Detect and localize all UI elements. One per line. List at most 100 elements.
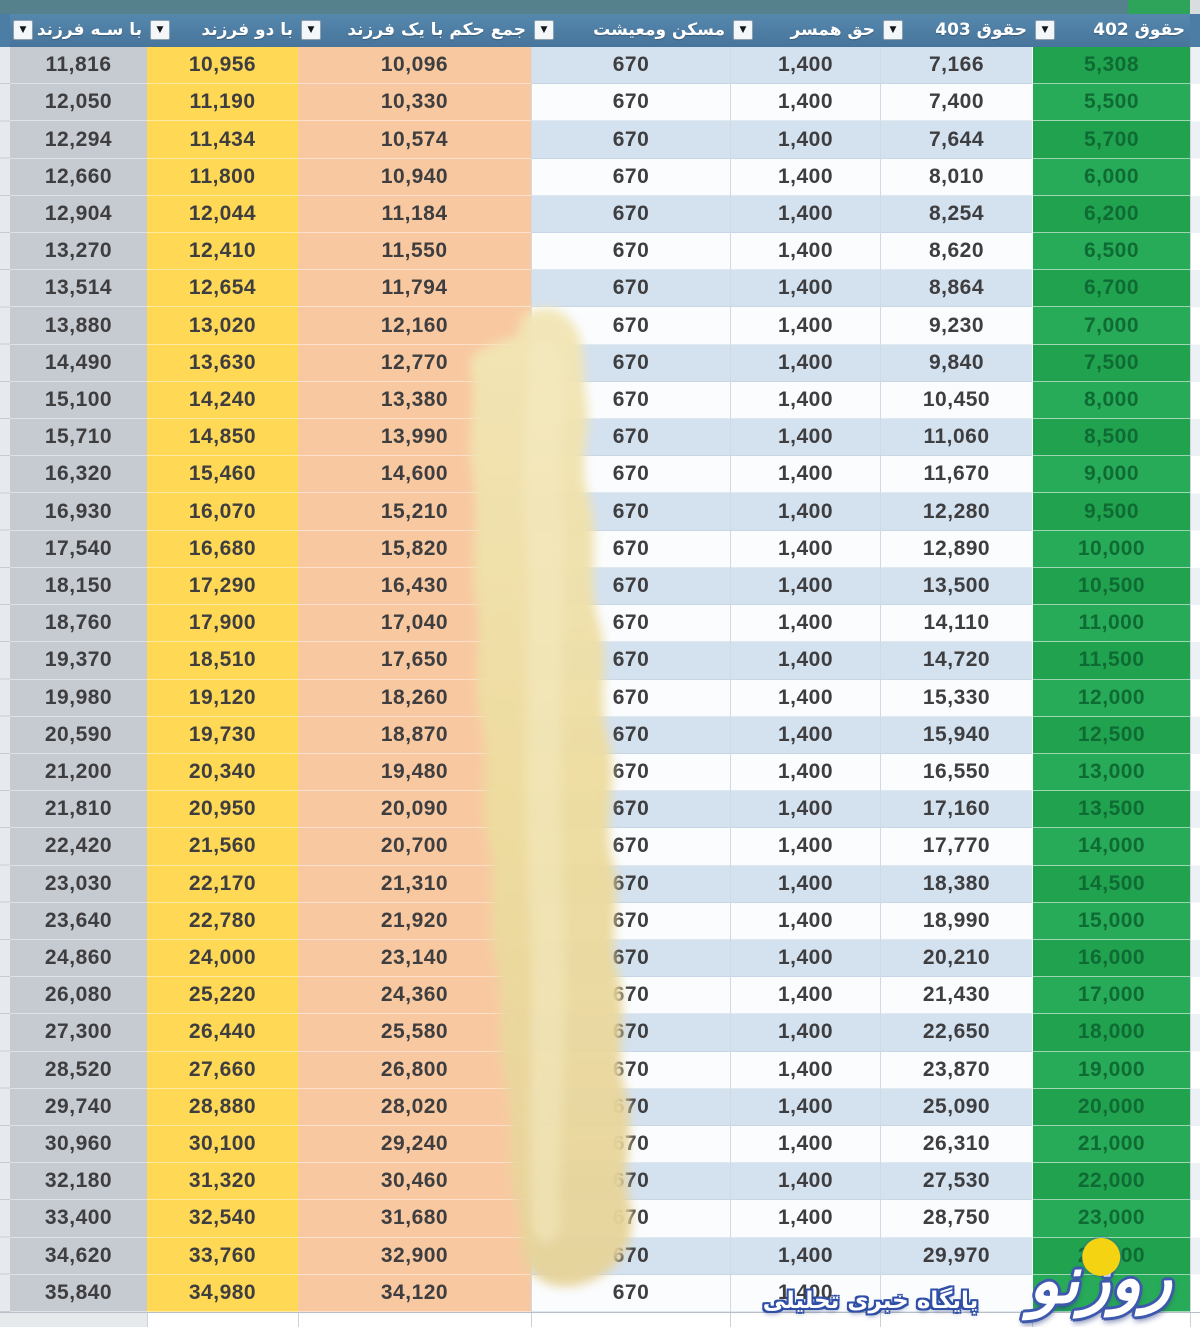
cell-maskan-row32[interactable]: 670 (532, 1200, 730, 1238)
cell-se-row34[interactable]: 35,840 (10, 1275, 147, 1312)
cell-se-row14[interactable]: 17,540 (10, 531, 147, 568)
cell-jam1-row23[interactable]: 21,310 (298, 866, 531, 903)
cell-do-row13[interactable]: 16,070 (147, 493, 298, 531)
cell-do-row27[interactable]: 26,440 (147, 1014, 298, 1052)
cell-h402-row31[interactable]: 22,000 (1033, 1163, 1190, 1201)
cell-hamsar-row21[interactable]: 1,400 (731, 791, 880, 829)
cell-h402-row12[interactable]: 9,000 (1033, 456, 1190, 494)
cell-h403-row17[interactable]: 14,720 (881, 642, 1032, 680)
cell-hamsar-row6[interactable]: 1,400 (731, 233, 880, 271)
filter-dropdown-button-hamsar[interactable]: ▼ (733, 20, 753, 40)
cell-jam1-row25[interactable]: 23,140 (298, 940, 531, 978)
cell-h402-row5[interactable]: 6,200 (1033, 195, 1190, 234)
cell-se-row11[interactable]: 15,710 (10, 419, 147, 457)
cell-h403-row12[interactable]: 11,670 (881, 456, 1032, 494)
cell-h402-row14[interactable]: 10,000 (1033, 530, 1190, 568)
cell-hamsar-row29[interactable]: 1,400 (731, 1088, 880, 1126)
cell-maskan-row34[interactable]: 670 (532, 1274, 730, 1312)
cell-h402-row8[interactable]: 7,000 (1033, 307, 1190, 345)
cell-se-row17[interactable]: 19,370 (10, 642, 147, 680)
cell-hamsar-row28[interactable]: 1,400 (731, 1051, 880, 1089)
cell-se-row16[interactable]: 18,760 (10, 605, 147, 643)
cell-maskan-row6[interactable]: 670 (532, 233, 730, 271)
cell-do-row9[interactable]: 13,630 (147, 345, 298, 382)
cell-hamsar-row34[interactable]: 1,400 (731, 1274, 880, 1312)
cell-do-row17[interactable]: 18,510 (147, 642, 298, 680)
cell-do-row19[interactable]: 19,730 (147, 717, 298, 754)
cell-maskan-row8[interactable]: 670 (532, 307, 730, 345)
cell-maskan-row25[interactable]: 670 (532, 939, 730, 978)
cell-hamsar-row19[interactable]: 1,400 (731, 716, 880, 754)
cell-jam1-row29[interactable]: 28,020 (298, 1089, 531, 1126)
cell-hamsar-row15[interactable]: 1,400 (731, 567, 880, 606)
cell-h403-row4[interactable]: 8,010 (881, 158, 1032, 196)
cell-h402-row25[interactable]: 16,000 (1033, 939, 1190, 978)
cell-h403-row30[interactable]: 26,310 (881, 1125, 1032, 1164)
cell-jam1-row17[interactable]: 17,650 (298, 642, 531, 680)
cell-h402-row30[interactable]: 21,000 (1033, 1125, 1190, 1164)
cell-h403-row14[interactable]: 12,890 (881, 530, 1032, 568)
cell-hamsar-row32[interactable]: 1,400 (731, 1200, 880, 1238)
cell-maskan-row24[interactable]: 670 (532, 902, 730, 940)
cell-se-row25[interactable]: 24,860 (10, 940, 147, 978)
cell-hamsar-row16[interactable]: 1,400 (731, 605, 880, 643)
cell-maskan-row15[interactable]: 670 (532, 567, 730, 606)
cell-h402-row7[interactable]: 6,700 (1033, 270, 1190, 308)
cell-h402-row24[interactable]: 15,000 (1033, 902, 1190, 940)
cell-jam1-row24[interactable]: 21,920 (298, 903, 531, 940)
cell-maskan-row17[interactable]: 670 (532, 642, 730, 680)
cell-do-row3[interactable]: 11,434 (147, 121, 298, 159)
cell-se-row13[interactable]: 16,930 (10, 493, 147, 531)
cell-maskan-row30[interactable]: 670 (532, 1125, 730, 1164)
cell-jam1-row9[interactable]: 12,770 (298, 345, 531, 382)
cell-se-row9[interactable]: 14,490 (10, 345, 147, 382)
cell-h403-row7[interactable]: 8,864 (881, 270, 1032, 308)
cell-maskan-row16[interactable]: 670 (532, 605, 730, 643)
cell-se-row21[interactable]: 21,810 (10, 791, 147, 829)
cell-maskan-row29[interactable]: 670 (532, 1088, 730, 1126)
cell-se-row19[interactable]: 20,590 (10, 717, 147, 754)
cell-do-row28[interactable]: 27,660 (147, 1052, 298, 1089)
cell-h403-row22[interactable]: 17,770 (881, 828, 1032, 866)
cell-h402-row3[interactable]: 5,700 (1033, 121, 1190, 159)
cell-h403-row27[interactable]: 22,650 (881, 1014, 1032, 1052)
cell-h402-row19[interactable]: 12,500 (1033, 716, 1190, 754)
cell-se-row31[interactable]: 32,180 (10, 1163, 147, 1201)
cell-h402-row17[interactable]: 11,500 (1033, 642, 1190, 680)
cell-hamsar-row17[interactable]: 1,400 (731, 642, 880, 680)
filter-dropdown-button-h403[interactable]: ▼ (883, 20, 903, 40)
cell-h403-row34[interactable] (881, 1274, 1032, 1312)
cell-jam1-row14[interactable]: 15,820 (298, 531, 531, 568)
cell-h402-row18[interactable]: 12,000 (1033, 679, 1190, 717)
cell-do-row12[interactable]: 15,460 (147, 456, 298, 494)
cell-jam1-row34[interactable]: 34,120 (298, 1275, 531, 1312)
cell-do-row25[interactable]: 24,000 (147, 940, 298, 978)
cell-h402-row29[interactable]: 20,000 (1033, 1088, 1190, 1126)
cell-jam1-row2[interactable]: 10,330 (298, 84, 531, 122)
cell-maskan-row11[interactable]: 670 (532, 419, 730, 457)
cell-do-row4[interactable]: 11,800 (147, 159, 298, 196)
cell-do-row6[interactable]: 12,410 (147, 233, 298, 271)
cell-hamsar-row9[interactable]: 1,400 (731, 344, 880, 382)
cell-maskan-row2[interactable]: 670 (532, 84, 730, 122)
cell-maskan-row13[interactable]: 670 (532, 493, 730, 531)
cell-h402-row26[interactable]: 17,000 (1033, 977, 1190, 1015)
cell-maskan-row10[interactable]: 670 (532, 381, 730, 420)
cell-jam1-row26[interactable]: 24,360 (298, 977, 531, 1015)
cell-h402-row22[interactable]: 14,000 (1033, 828, 1190, 866)
cell-se-row3[interactable]: 12,294 (10, 121, 147, 159)
cell-hamsar-row7[interactable]: 1,400 (731, 270, 880, 308)
cell-do-row1[interactable]: 10,956 (147, 47, 298, 85)
cell-do-row10[interactable]: 14,240 (147, 382, 298, 420)
cell-maskan-row5[interactable]: 670 (532, 195, 730, 234)
cell-do-row29[interactable]: 28,880 (147, 1089, 298, 1126)
cell-h403-row13[interactable]: 12,280 (881, 493, 1032, 531)
cell-h402-row6[interactable]: 6,500 (1033, 233, 1190, 271)
cell-maskan-row4[interactable]: 670 (532, 158, 730, 196)
cell-jam1-row18[interactable]: 18,260 (298, 680, 531, 717)
cell-hamsar-row30[interactable]: 1,400 (731, 1125, 880, 1164)
cell-h402-row2[interactable]: 5,500 (1033, 84, 1190, 122)
cell-se-row18[interactable]: 19,980 (10, 680, 147, 717)
cell-se-row1[interactable]: 11,816 (10, 47, 147, 85)
cell-h402-row9[interactable]: 7,500 (1033, 344, 1190, 382)
